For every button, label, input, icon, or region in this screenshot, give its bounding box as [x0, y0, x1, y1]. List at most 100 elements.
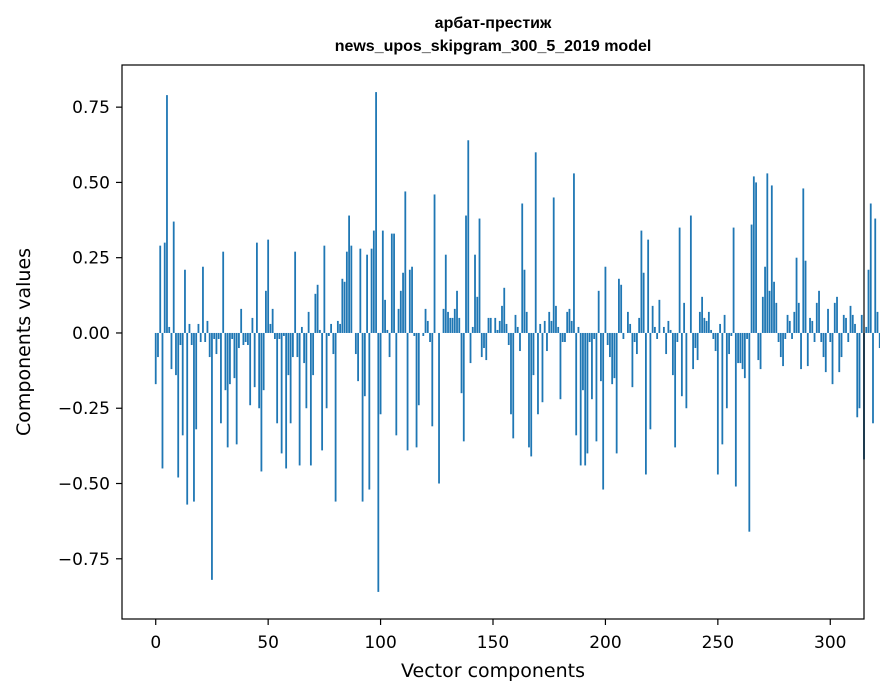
bar — [571, 321, 573, 333]
bar — [458, 318, 460, 333]
bar — [231, 333, 233, 339]
bar — [299, 333, 301, 465]
bar — [850, 306, 852, 333]
bar — [735, 333, 737, 487]
bar — [814, 333, 816, 342]
bar — [562, 333, 564, 342]
bar — [195, 333, 197, 429]
x-tick-label: 300 — [814, 633, 846, 653]
bar — [202, 267, 204, 333]
bar — [272, 309, 274, 333]
bar — [321, 333, 323, 450]
bar — [515, 315, 517, 333]
bar — [389, 333, 391, 357]
bar — [186, 333, 188, 505]
bar — [326, 333, 328, 408]
bar — [555, 306, 557, 333]
bar — [793, 312, 795, 333]
bar — [323, 246, 325, 333]
bar — [425, 309, 427, 333]
bar — [784, 333, 786, 339]
bar — [191, 333, 193, 345]
bar — [760, 333, 762, 369]
bar — [528, 333, 530, 447]
bar — [699, 312, 701, 333]
bar — [494, 318, 496, 333]
bar — [452, 318, 454, 333]
bar — [852, 315, 854, 333]
bar — [681, 333, 683, 396]
bar — [395, 333, 397, 435]
bar — [294, 252, 296, 333]
bar — [431, 333, 433, 426]
bar — [521, 204, 523, 333]
bar — [656, 333, 658, 339]
bar — [703, 318, 705, 333]
bar — [238, 333, 240, 348]
bar — [267, 240, 269, 333]
bar — [856, 333, 858, 417]
bar — [263, 333, 265, 390]
bar — [393, 234, 395, 333]
bar — [400, 291, 402, 333]
bar — [157, 333, 159, 357]
chart-title: арбат-престиж — [435, 15, 552, 32]
bar — [825, 333, 827, 372]
bar — [796, 258, 798, 333]
bar — [348, 216, 350, 333]
bar — [739, 333, 741, 363]
bar — [690, 216, 692, 333]
bar — [616, 333, 618, 453]
y-tick-label: 0.00 — [72, 324, 110, 344]
bar — [362, 333, 364, 502]
bar — [751, 225, 753, 333]
bar — [780, 333, 782, 357]
x-tick-label: 200 — [589, 633, 621, 653]
bar — [802, 188, 804, 333]
bar — [416, 333, 418, 447]
bar — [827, 309, 829, 333]
bar — [618, 279, 620, 333]
bar — [575, 333, 577, 435]
bar — [402, 273, 404, 333]
bar — [620, 285, 622, 333]
bar — [629, 324, 631, 333]
bar — [213, 333, 215, 339]
bar — [645, 333, 647, 475]
bar — [312, 333, 314, 375]
y-tick-label: 0.50 — [72, 173, 110, 193]
bar — [753, 176, 755, 333]
bar — [861, 315, 863, 333]
bar — [175, 333, 177, 375]
x-tick-label: 150 — [477, 633, 509, 653]
bar — [757, 333, 759, 360]
bar — [598, 291, 600, 333]
bar — [371, 249, 373, 333]
bar — [537, 333, 539, 414]
bar — [542, 333, 544, 402]
bar — [463, 333, 465, 441]
bar — [816, 303, 818, 333]
bar — [526, 312, 528, 333]
bar — [305, 333, 307, 408]
bar — [874, 219, 876, 333]
bar — [535, 152, 537, 333]
bar — [721, 333, 723, 444]
bar — [719, 324, 721, 333]
bar — [841, 333, 843, 357]
bar — [164, 243, 166, 333]
bar — [375, 92, 377, 333]
bar — [667, 321, 669, 333]
bar — [578, 327, 580, 333]
bar — [665, 333, 667, 354]
bar — [764, 267, 766, 333]
bar — [445, 255, 447, 333]
bar — [182, 333, 184, 435]
bar — [593, 333, 595, 339]
bar — [409, 270, 411, 333]
bar — [180, 333, 182, 345]
bar — [634, 333, 636, 342]
bar — [330, 324, 332, 333]
bar — [710, 330, 712, 333]
bar — [834, 303, 836, 333]
